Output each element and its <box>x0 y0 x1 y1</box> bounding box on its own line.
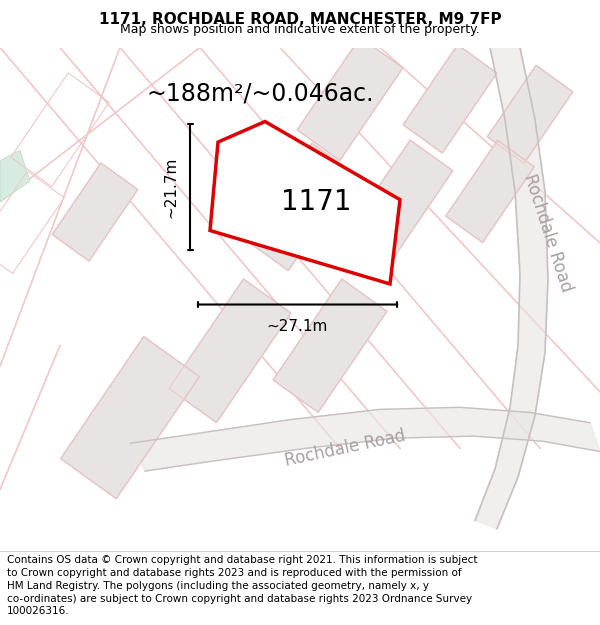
Polygon shape <box>475 48 548 529</box>
Text: 1171: 1171 <box>281 188 351 216</box>
Text: ~27.1m: ~27.1m <box>267 319 328 334</box>
Text: Rochdale Road: Rochdale Road <box>520 171 575 294</box>
Text: 1171, ROCHDALE ROAD, MANCHESTER, M9 7FP: 1171, ROCHDALE ROAD, MANCHESTER, M9 7FP <box>98 12 502 27</box>
Text: ~21.7m: ~21.7m <box>163 157 178 218</box>
Polygon shape <box>446 140 534 242</box>
Polygon shape <box>347 140 453 263</box>
Polygon shape <box>61 336 199 499</box>
Polygon shape <box>246 143 354 271</box>
Text: Map shows position and indicative extent of the property.: Map shows position and indicative extent… <box>120 22 480 36</box>
Text: Rochdale Road: Rochdale Road <box>283 427 407 470</box>
Polygon shape <box>403 45 497 153</box>
Polygon shape <box>297 38 403 161</box>
Text: Contains OS data © Crown copyright and database right 2021. This information is : Contains OS data © Crown copyright and d… <box>7 555 478 616</box>
Polygon shape <box>487 65 573 163</box>
Polygon shape <box>273 279 387 412</box>
Polygon shape <box>0 150 30 202</box>
Text: ~188m²/~0.046ac.: ~188m²/~0.046ac. <box>146 82 374 106</box>
Polygon shape <box>52 163 138 261</box>
Polygon shape <box>169 279 291 422</box>
Polygon shape <box>130 408 600 471</box>
Polygon shape <box>210 121 400 284</box>
